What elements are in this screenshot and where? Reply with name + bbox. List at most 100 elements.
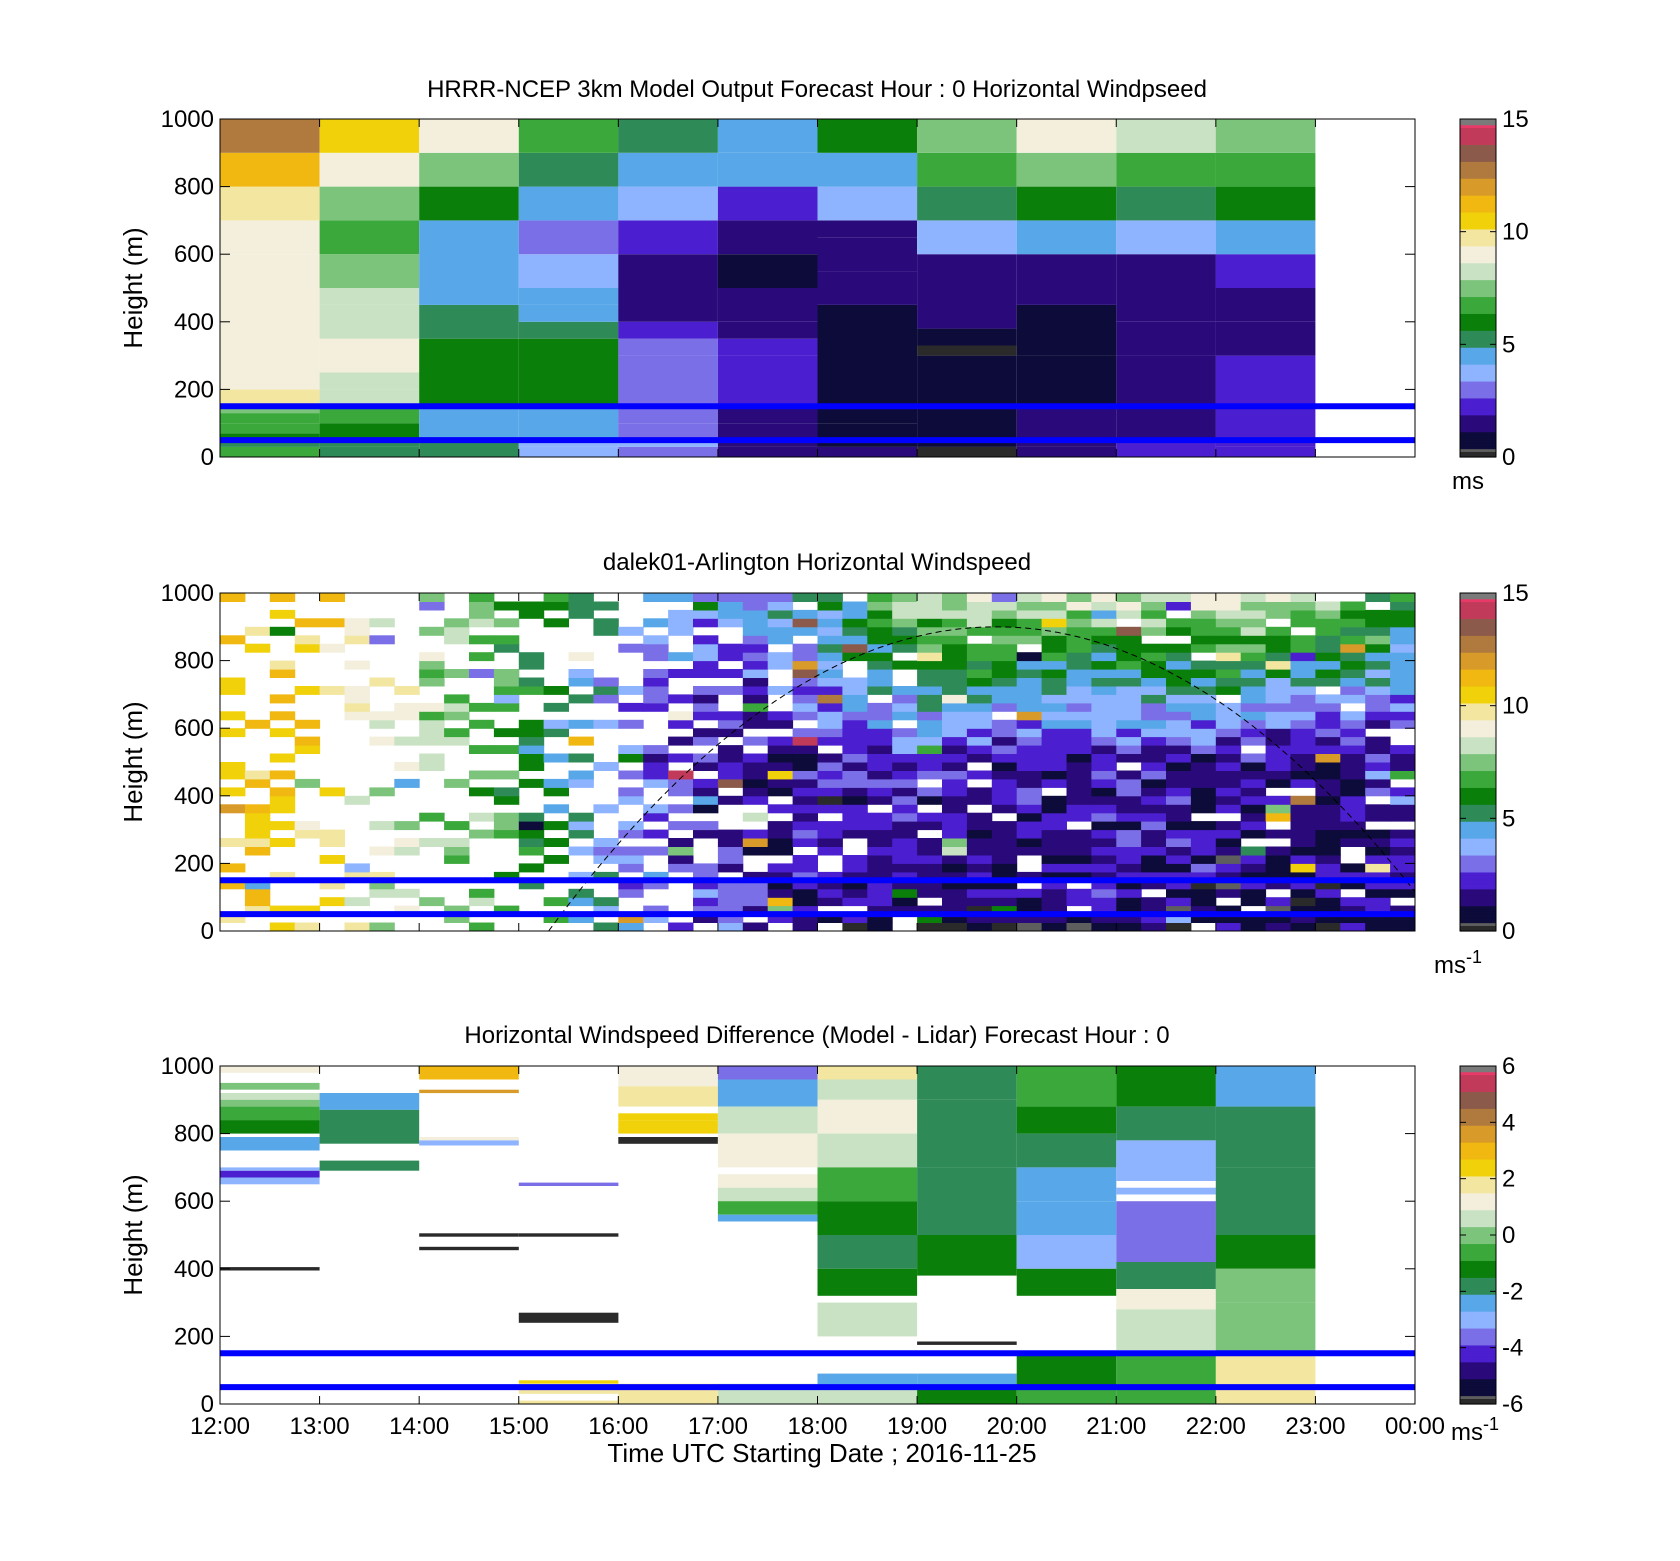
heatmap-cell bbox=[1016, 719, 1043, 729]
colorbar-swatch bbox=[1460, 262, 1496, 267]
model-panel: HRRR-NCEP 3km Model Output Forecast Hour… bbox=[118, 76, 1529, 495]
heatmap-cell bbox=[220, 413, 320, 424]
heatmap-cell bbox=[220, 1106, 320, 1121]
heatmap-cell bbox=[1215, 635, 1242, 645]
heatmap-cell bbox=[792, 686, 818, 695]
heatmap-cell bbox=[1091, 795, 1117, 805]
heatmap-cell bbox=[1265, 702, 1291, 712]
colorbar-swatch bbox=[1460, 609, 1496, 614]
colorbar-swatch bbox=[1460, 1071, 1496, 1076]
heatmap-cell bbox=[1041, 719, 1067, 729]
heatmap-cell bbox=[1365, 660, 1391, 670]
colorbar-swatch bbox=[1460, 874, 1496, 879]
heatmap-cell bbox=[817, 838, 843, 847]
heatmap-cell bbox=[1116, 914, 1142, 923]
colorbar-swatch bbox=[1460, 211, 1496, 216]
lidar-x-ticks bbox=[219, 593, 1416, 931]
heatmap-cell bbox=[668, 770, 694, 780]
heatmap-cell bbox=[917, 446, 1017, 457]
heatmap-cell bbox=[1215, 355, 1316, 407]
heatmap-cell bbox=[817, 871, 843, 881]
heatmap-cell bbox=[1190, 804, 1217, 814]
heatmap-cell bbox=[319, 406, 420, 424]
heatmap-cell bbox=[668, 711, 694, 721]
heatmap-cell bbox=[319, 254, 420, 288]
heatmap-cell bbox=[568, 669, 594, 678]
heatmap-cell bbox=[269, 660, 296, 670]
heatmap-cell bbox=[1340, 880, 1366, 890]
heatmap-cell bbox=[1066, 871, 1092, 881]
heatmap-cell bbox=[1290, 821, 1316, 831]
heatmap-cell bbox=[568, 914, 594, 923]
heatmap-cell bbox=[668, 694, 694, 704]
heatmap-cell bbox=[419, 406, 519, 441]
y-tick-label: 1000 bbox=[161, 1053, 214, 1080]
heatmap-cell bbox=[1290, 812, 1316, 822]
heatmap-cell bbox=[842, 778, 868, 788]
colorbar-swatch bbox=[1460, 1339, 1496, 1343]
colorbar-swatch bbox=[1460, 714, 1496, 718]
heatmap-cell bbox=[1390, 855, 1416, 864]
heatmap-cell bbox=[643, 871, 669, 881]
heatmap-cell bbox=[244, 838, 271, 847]
heatmap-cell bbox=[792, 736, 818, 746]
x-tick-label: 15:00 bbox=[489, 1413, 549, 1440]
heatmap-cell bbox=[817, 829, 843, 839]
heatmap-cell bbox=[917, 762, 943, 771]
heatmap-cell bbox=[942, 897, 968, 907]
heatmap-cell bbox=[1041, 838, 1067, 847]
colorbar-swatch bbox=[1460, 745, 1496, 749]
heatmap-cell bbox=[1141, 880, 1167, 890]
colorbar-swatch bbox=[1460, 897, 1496, 901]
heatmap-cell bbox=[1390, 609, 1416, 619]
heatmap-cell bbox=[444, 702, 470, 712]
heatmap-cell bbox=[1041, 905, 1067, 915]
heatmap-cell bbox=[1066, 728, 1092, 738]
heatmap-cell bbox=[742, 660, 769, 670]
heatmap-cell bbox=[1390, 863, 1416, 873]
heatmap-cell bbox=[1290, 601, 1316, 611]
heatmap-cell bbox=[1141, 618, 1167, 628]
heatmap-cell bbox=[1041, 871, 1067, 881]
colorbar-swatch bbox=[1460, 767, 1496, 772]
heatmap-cell bbox=[643, 914, 669, 923]
lidar-dashed-curve bbox=[548, 626, 1416, 932]
heatmap-cell bbox=[269, 626, 296, 636]
heatmap-cell bbox=[817, 762, 843, 771]
heatmap-cell bbox=[817, 186, 918, 221]
colorbar-swatch bbox=[1460, 663, 1496, 667]
heatmap-cell bbox=[518, 812, 545, 822]
colorbar-swatch bbox=[1460, 428, 1496, 433]
heatmap-cell bbox=[942, 753, 968, 763]
heatmap-cell bbox=[1091, 618, 1117, 628]
heatmap-cell bbox=[842, 863, 868, 873]
colorbar-swatch bbox=[1460, 1392, 1496, 1397]
heatmap-cell bbox=[220, 254, 320, 390]
heatmap-cell bbox=[966, 829, 993, 839]
heatmap-cell bbox=[966, 753, 993, 763]
heatmap-cell bbox=[1016, 736, 1043, 746]
heatmap-cell bbox=[817, 304, 918, 373]
heatmap-cell bbox=[1290, 914, 1316, 923]
heatmap-cell bbox=[419, 719, 445, 729]
heatmap-cell bbox=[1215, 888, 1242, 898]
heatmap-cell bbox=[717, 855, 744, 864]
heatmap-cell bbox=[1315, 829, 1341, 839]
heatmap-cell bbox=[817, 770, 843, 780]
heatmap-cell bbox=[742, 652, 769, 662]
heatmap-cell bbox=[668, 652, 694, 662]
heatmap-cell bbox=[1290, 846, 1316, 856]
heatmap-cell bbox=[742, 922, 769, 932]
heatmap-cell bbox=[1066, 914, 1092, 923]
heatmap-cell bbox=[269, 795, 296, 805]
heatmap-cell bbox=[917, 593, 943, 602]
heatmap-cell bbox=[369, 711, 395, 721]
heatmap-cell bbox=[1091, 914, 1117, 923]
colorbar-swatch bbox=[1460, 652, 1496, 656]
heatmap-cell bbox=[817, 635, 843, 645]
heatmap-cell bbox=[643, 593, 669, 602]
colorbar-swatch bbox=[1460, 883, 1496, 887]
colorbar-swatch bbox=[1460, 908, 1496, 912]
heatmap-cell bbox=[717, 446, 818, 457]
